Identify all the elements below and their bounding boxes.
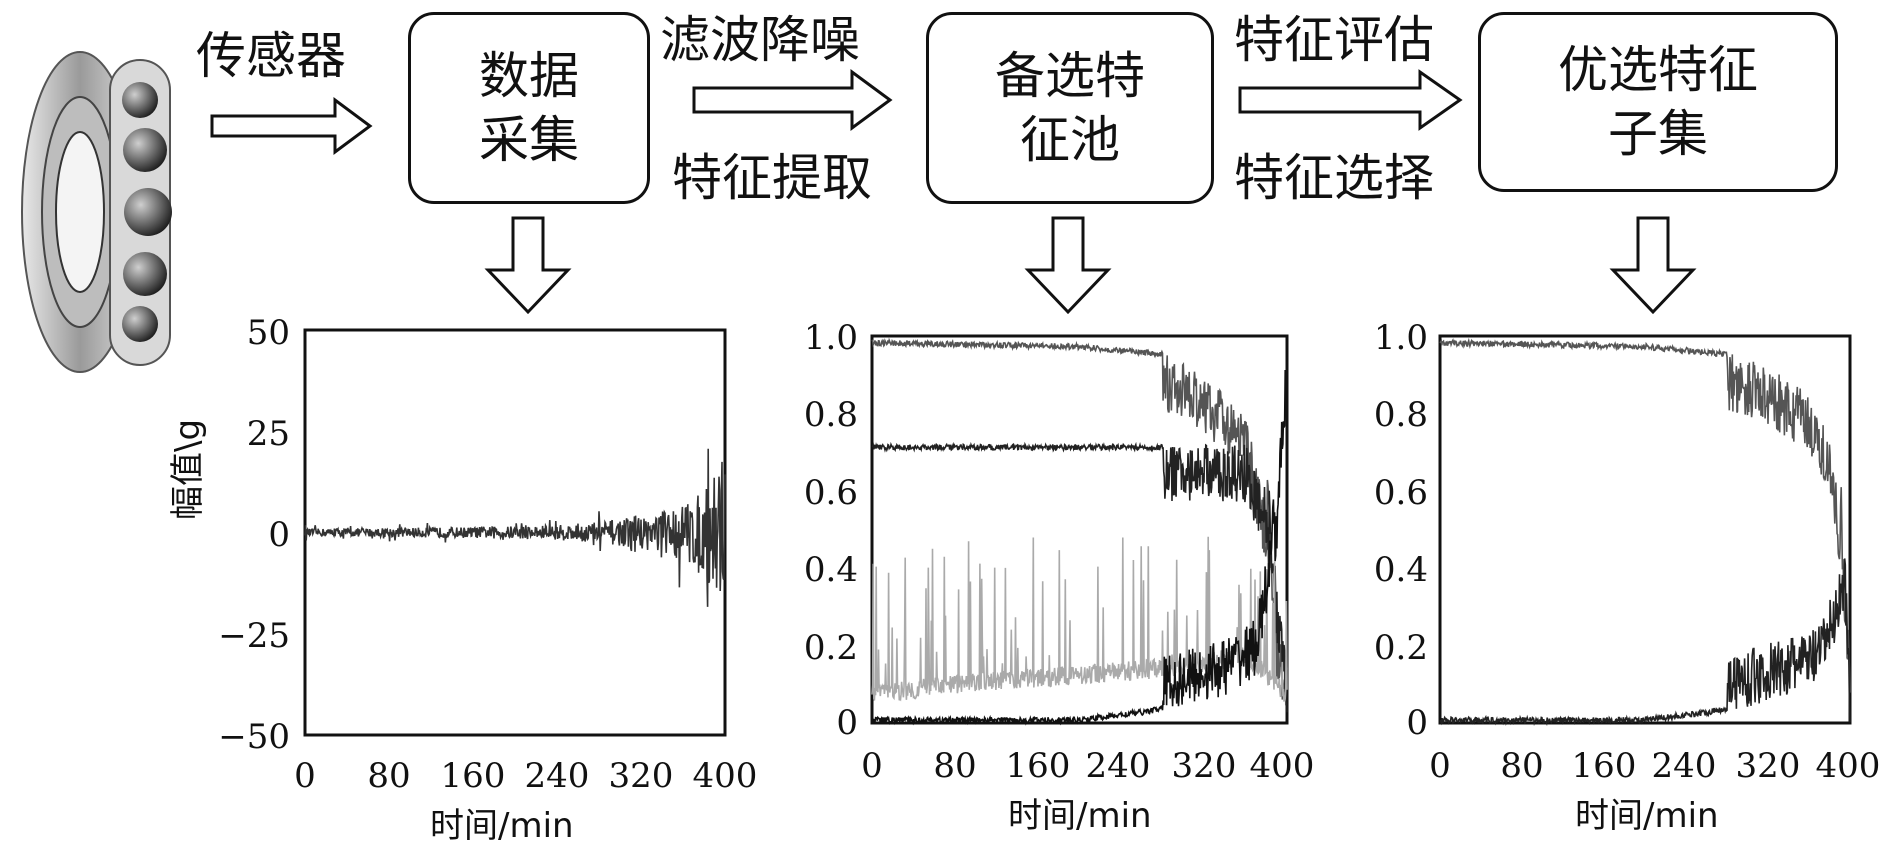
c0-ytick-4: −50 [218, 717, 290, 757]
c0-xtick-2: 160 [440, 756, 506, 796]
subset-box: 优选特征 子集 [1478, 12, 1838, 192]
c1-ytick-1: 0.8 [803, 395, 858, 435]
chart-feature-subset [1438, 334, 1852, 727]
c1-xlabel: 时间/min [1008, 796, 1152, 836]
sensor-label: 传感器 [196, 27, 346, 85]
arrow-sensor [210, 97, 373, 155]
c0-ytick-2: 0 [268, 515, 290, 555]
c1-xtick-0: 0 [861, 746, 883, 786]
c1-xtick-3: 240 [1085, 746, 1151, 786]
arrow-filter [692, 69, 893, 131]
c2-xtick-3: 240 [1651, 746, 1717, 786]
c2-ytick-0: 1.0 [1373, 318, 1428, 358]
filter-label: 滤波降噪 [660, 11, 860, 69]
c2-xtick-1: 80 [1500, 746, 1544, 786]
c2-ytick-5: 0 [1406, 703, 1428, 743]
arrow-down-1 [484, 216, 572, 315]
c0-ytick-1: 25 [246, 414, 290, 454]
c2-xtick-5: 400 [1815, 746, 1881, 786]
pool-box: 备选特 征池 [926, 12, 1214, 204]
c0-xlabel: 时间/min [430, 806, 574, 846]
series-line-1-2 [871, 536, 1288, 702]
arrow-eval [1238, 69, 1463, 131]
c1-ytick-0: 1.0 [803, 318, 858, 358]
c0-xtick-0: 0 [294, 756, 316, 796]
c0-xtick-4: 320 [608, 756, 674, 796]
c0-ylabel: 幅值\g [168, 418, 208, 520]
series-line-1-1 [871, 441, 1288, 713]
c0-xtick-5: 400 [692, 756, 758, 796]
c2-ytick-3: 0.4 [1373, 550, 1428, 590]
c1-ytick-2: 0.6 [803, 473, 858, 513]
c2-xtick-2: 160 [1571, 746, 1637, 786]
eval-label: 特征评估 [1234, 11, 1434, 69]
c1-ytick-4: 0.2 [803, 628, 858, 668]
c0-xtick-3: 240 [524, 756, 590, 796]
series-line-1-0 [871, 337, 1288, 706]
c1-xtick-1: 80 [933, 746, 977, 786]
arrow-down-3 [1609, 216, 1697, 315]
c2-xtick-4: 320 [1735, 746, 1801, 786]
c1-xtick-5: 400 [1249, 746, 1315, 786]
c1-xtick-2: 160 [1005, 746, 1071, 786]
c0-xtick-1: 80 [367, 756, 411, 796]
bearing-icon [21, 51, 172, 373]
series-line-2-0 [1439, 337, 1851, 693]
c2-ytick-2: 0.6 [1373, 473, 1428, 513]
c1-ytick-3: 0.4 [803, 550, 858, 590]
c0-ytick-0: 50 [246, 313, 290, 353]
arrow-down-2 [1024, 216, 1112, 315]
select-label: 特征选择 [1234, 149, 1434, 207]
c0-ytick-3: −25 [218, 616, 290, 656]
c2-ytick-4: 0.2 [1373, 628, 1428, 668]
extract-label: 特征提取 [672, 149, 872, 207]
chart-feature-pool [870, 334, 1289, 726]
series-line-1-3 [871, 345, 1288, 726]
chart-raw-signal [303, 328, 727, 737]
series-line-0-0 [304, 448, 726, 607]
c2-ytick-1: 0.8 [1373, 395, 1428, 435]
acquire-box: 数据 采集 [408, 12, 650, 204]
c2-xtick-0: 0 [1429, 746, 1451, 786]
c2-xlabel: 时间/min [1575, 796, 1719, 836]
c1-xtick-4: 320 [1171, 746, 1237, 786]
c1-ytick-5: 0 [836, 703, 858, 743]
series-line-2-1 [1439, 558, 1851, 727]
